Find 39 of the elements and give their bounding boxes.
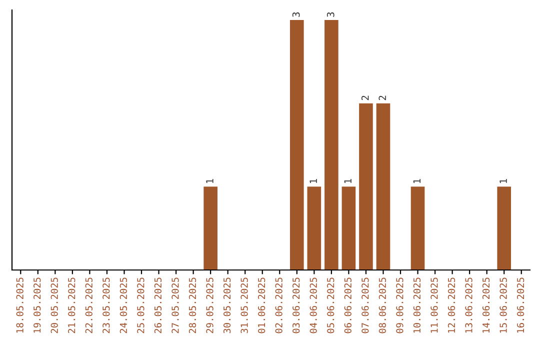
x-tick-label: 20.05.2025 (50, 278, 58, 334)
x-tick-label: 01.06.2025 (258, 278, 266, 334)
x-tick-label: 06.06.2025 (344, 278, 352, 334)
x-tick-label: 25.05.2025 (137, 278, 144, 334)
x-tick-label: 23.05.2025 (102, 278, 110, 334)
data-label: 1 (206, 178, 214, 183)
data-label: 3 (326, 12, 334, 17)
data-label: 1 (344, 178, 352, 183)
x-tick-label: 28.05.2025 (188, 278, 196, 334)
x-tick-label: 15.06.2025 (500, 278, 507, 333)
x-tick-label: 31.05.2025 (240, 278, 248, 334)
x-tick-label: 12.06.2025 (448, 278, 456, 333)
x-tick-label: 29.05.2025 (206, 278, 214, 334)
x-tick-label: 22.05.2025 (85, 278, 92, 334)
x-tick-label: 16.06.2025 (516, 278, 524, 333)
x-tick-label: 09.06.2025 (396, 278, 404, 334)
x-tick-label: 21.05.2025 (68, 278, 76, 334)
data-label: 2 (361, 96, 369, 100)
data-label: 1 (500, 178, 507, 183)
data-label: 2 (378, 96, 386, 100)
x-tick-label: 30.05.2025 (223, 278, 231, 334)
x-tick-label: 14.06.2025 (482, 278, 490, 333)
x-tick-label: 18.05.2025 (16, 278, 24, 333)
x-tick-label: 03.06.2025 (292, 278, 300, 334)
data-label: 1 (413, 178, 420, 183)
x-tick-label: 13.06.2025 (465, 278, 472, 333)
x-tick-label: 24.05.2025 (120, 278, 127, 334)
x-tick-label: 26.05.2025 (154, 278, 162, 334)
x-tick-label: 27.05.2025 (172, 278, 179, 334)
x-tick-label: 04.06.2025 (310, 278, 317, 334)
x-tick-label: 11.06.2025 (430, 278, 438, 333)
data-label: 1 (310, 178, 317, 183)
data-label: 3 (292, 12, 300, 17)
x-tick-label: 08.06.2025 (378, 278, 386, 334)
x-tick-label: 10.06.2025 (413, 278, 421, 333)
x-tick-label: 05.06.2025 (327, 278, 334, 334)
x-tick-label: 02.06.2025 (275, 278, 282, 334)
x-tick-label: 07.06.2025 (362, 278, 369, 334)
x-tick-label: 19.05.2025 (34, 278, 41, 333)
